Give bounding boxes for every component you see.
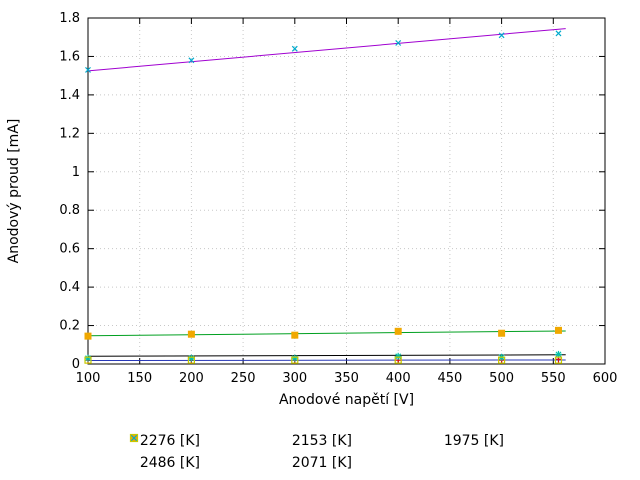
marker-square-filled [84, 332, 92, 340]
marker-x [130, 434, 138, 442]
y-tick-label: 0.6 [59, 242, 80, 257]
tick-labels: 100 150 200 250 300 350 400 450 500 550 600 0 0.2 0.4… [59, 11, 617, 386]
data-points [84, 30, 563, 364]
marker-square-filled [291, 331, 299, 339]
legend: 2276 [K] 2153 [K] 1975 [K] 2486 [K] 2071 [K] [126, 430, 582, 474]
series-2486-K- [85, 30, 562, 73]
x-tick-label: 600 [593, 371, 618, 386]
legend-item: 2153 [K] [130, 433, 430, 449]
fit-line [87, 28, 566, 72]
x-axis-label: Anodové napětí [V] [278, 392, 415, 408]
y-tick-label: 0.8 [59, 203, 80, 218]
x-tick-label: 500 [489, 371, 514, 386]
marker-square-open [291, 356, 299, 364]
y-tick-label: 0 [72, 357, 80, 372]
marker-square-filled [187, 330, 195, 338]
y-tick-label: 1.6 [59, 49, 80, 64]
marker-x [291, 45, 298, 52]
legend-item: 1975 [K] [130, 433, 582, 449]
marker-square-open [554, 356, 563, 364]
legend-label: 2276 [K] [139, 433, 200, 449]
legend-item: 2071 [K] [129, 433, 430, 471]
fit-line [87, 359, 566, 362]
marker-square-filled [554, 326, 562, 334]
marker-asterisk [84, 354, 92, 362]
marker-square-filled [498, 329, 506, 337]
y-axis-label: Anodový proud [mA] [6, 118, 22, 264]
marker-x [188, 57, 195, 64]
x-tick-label: 150 [127, 371, 152, 386]
legend-row: 2486 [K] 2071 [K] [126, 433, 582, 474]
marker-x [395, 40, 402, 46]
fit-lines [87, 28, 566, 362]
marker-square-filled [394, 327, 402, 335]
legend-row: 2276 [K] 2153 [K] 1975 [K] [126, 430, 582, 452]
marker-asterisk [394, 352, 402, 360]
legend-label: 2071 [K] [291, 455, 352, 471]
marker-asterisk [554, 350, 562, 358]
legend-label: 2153 [K] [291, 433, 352, 449]
y-tick-label: 1 [72, 165, 80, 180]
x-tick-label: 100 [76, 371, 101, 386]
series-2071-K- [84, 356, 563, 364]
legend-item: 2276 [K] [126, 433, 278, 449]
axis-ticks [87, 17, 606, 365]
x-tick-label: 400 [386, 371, 411, 386]
legend-item: 2486 [K] [126, 434, 278, 471]
marker-square-open [394, 356, 402, 364]
x-tick-label: 250 [231, 371, 256, 386]
y-tick-label: 1.4 [59, 88, 80, 103]
marker-asterisk [187, 354, 195, 362]
series-2153-K- [84, 350, 562, 362]
grid-lines [87, 17, 606, 365]
marker-x [498, 32, 505, 39]
y-tick-label: 0.2 [59, 319, 80, 334]
y-tick-label: 1.8 [59, 11, 80, 26]
y-tick-label: 1.2 [59, 126, 80, 141]
series-1975-K- [84, 326, 562, 340]
fit-line [87, 330, 566, 337]
legend-label: 2486 [K] [139, 455, 200, 471]
x-tick-label: 300 [282, 371, 307, 386]
legend-label: 1975 [K] [443, 433, 504, 449]
fit-line [87, 354, 566, 357]
marker-square-open [84, 356, 92, 364]
marker-x [555, 30, 562, 37]
x-tick-label: 550 [541, 371, 566, 386]
x-tick-label: 350 [334, 371, 359, 386]
x-tick-label: 450 [437, 371, 462, 386]
marker-asterisk [291, 354, 299, 362]
x-tick-label: 200 [179, 371, 204, 386]
marker-square-open [129, 433, 139, 443]
marker-square-open [187, 356, 195, 364]
marker-square-open [498, 356, 506, 364]
y-tick-label: 0.4 [59, 280, 80, 295]
marker-x [85, 66, 91, 73]
